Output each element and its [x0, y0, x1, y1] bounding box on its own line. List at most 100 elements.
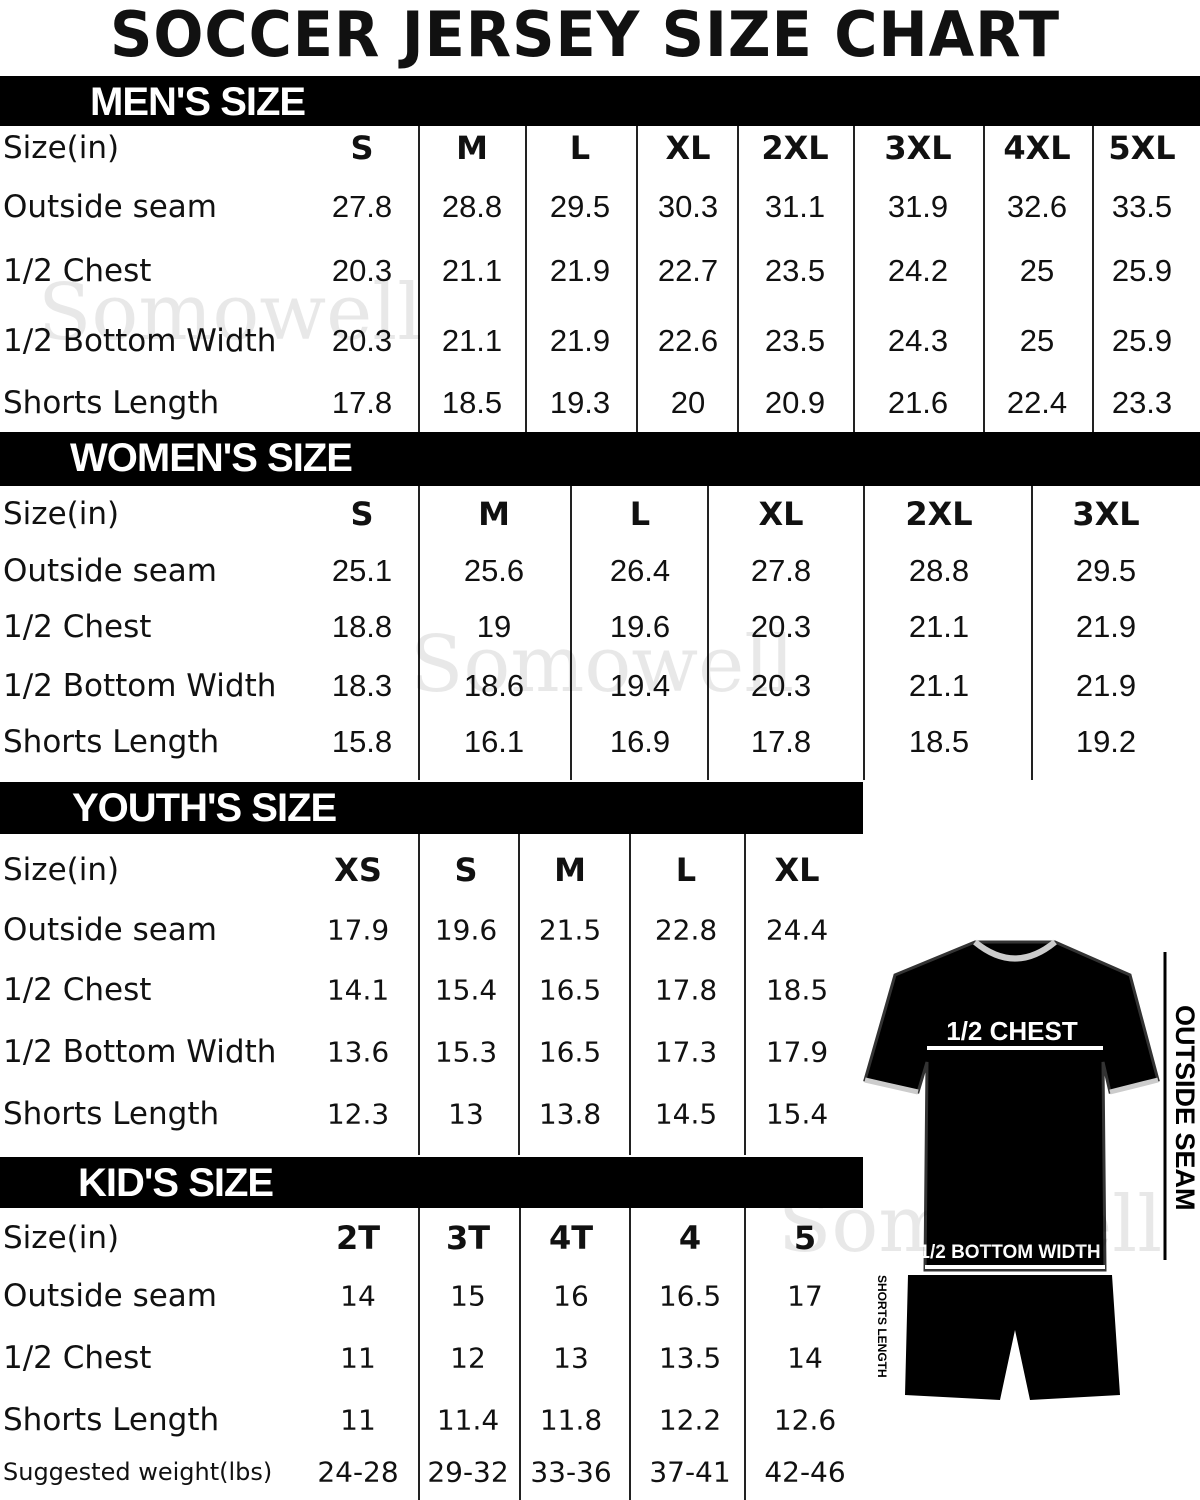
size-header-cell: M	[456, 129, 488, 167]
size-header-cell: 5XL	[1108, 129, 1176, 167]
table-cell: 29-32	[427, 1455, 509, 1489]
table-cell: 19.6	[434, 913, 498, 947]
table-cell: 13.5	[658, 1341, 722, 1375]
row-label: Suggested weight(lbs)	[3, 1458, 273, 1486]
size-header-cell: 3XL	[884, 129, 952, 167]
shorts-length-label: SHORTS LENGTH	[875, 1275, 889, 1378]
row-label: Shorts Length	[3, 385, 220, 421]
table-cell: 18.5	[765, 973, 829, 1007]
table-cell: 32.6	[1006, 189, 1068, 224]
outside-seam-label: OUTSIDE SEAM	[1170, 1005, 1200, 1211]
table-cell: 31.1	[764, 189, 826, 224]
table-cell: 12.3	[326, 1097, 390, 1131]
column-divider	[1092, 126, 1094, 432]
table-cell: 14	[787, 1341, 823, 1375]
table-cell: 19.2	[1075, 724, 1137, 759]
table-cell: 19.4	[609, 668, 671, 703]
row-label: Outside seam	[3, 553, 217, 589]
table-cell: 12	[450, 1341, 486, 1375]
size-header-cell: L	[629, 495, 651, 533]
table-cell: 30.3	[657, 189, 719, 224]
table-cell: 17.9	[765, 1035, 829, 1069]
table-cell: 22.7	[657, 253, 719, 288]
table-cell: 11	[340, 1341, 376, 1375]
row-label: Shorts Length	[3, 1096, 220, 1132]
table-cell: 19.6	[609, 609, 671, 644]
column-divider	[737, 126, 739, 432]
table-cell: 25.9	[1111, 323, 1173, 358]
table-cell: 28.8	[908, 553, 970, 588]
column-divider	[525, 126, 527, 432]
row-label: 1/2 Chest	[3, 253, 152, 289]
row-label: 1/2 Bottom Width	[3, 1034, 277, 1070]
table-cell: 15.4	[434, 973, 498, 1007]
table-cell: 19	[476, 609, 512, 644]
table-cell: 15.4	[765, 1097, 829, 1131]
table-cell: 25	[1019, 323, 1055, 358]
table-cell: 14	[340, 1279, 376, 1313]
column-divider	[570, 486, 572, 780]
table-cell: 27.8	[750, 553, 812, 588]
size-header-cell: M	[554, 851, 586, 889]
column-divider	[418, 126, 420, 432]
size-header-cell: S	[350, 495, 374, 533]
table-cell: 12.2	[658, 1403, 722, 1437]
table-cell: 20	[670, 385, 706, 420]
table-cell: 21.1	[441, 323, 503, 358]
row-label: Shorts Length	[3, 724, 220, 760]
column-divider	[853, 126, 855, 432]
size-header-cell: 3T	[445, 1219, 491, 1257]
table-cell: 21.5	[538, 913, 602, 947]
table-cell: 20.3	[331, 323, 393, 358]
table-cell: 16.9	[609, 724, 671, 759]
section-header-bar: WOMEN'S SIZE	[0, 432, 1200, 486]
table-cell: 24.4	[765, 913, 829, 947]
size-header-cell: 2XL	[761, 129, 829, 167]
size-header-cell: 2T	[335, 1219, 381, 1257]
row-label: Size(in)	[3, 852, 120, 888]
table-cell: 22.6	[657, 323, 719, 358]
table-cell: 18.3	[331, 668, 393, 703]
table-cell: 11	[340, 1403, 376, 1437]
row-label: Size(in)	[3, 130, 120, 166]
row-label: 1/2 Bottom Width	[3, 668, 277, 704]
size-header-cell: 4	[678, 1219, 702, 1257]
table-cell: 13.6	[326, 1035, 390, 1069]
size-header-cell: 2XL	[905, 495, 973, 533]
table-cell: 20.3	[750, 668, 812, 703]
table-cell: 17	[787, 1279, 823, 1313]
column-divider	[863, 486, 865, 780]
table-cell: 15	[450, 1279, 486, 1313]
table-cell: 29.5	[549, 189, 611, 224]
row-label: Outside seam	[3, 912, 217, 948]
section-heading: WOMEN'S SIZE	[70, 436, 353, 480]
table-cell: 21.9	[549, 253, 611, 288]
table-cell: 19.3	[549, 385, 611, 420]
table-cell: 11.8	[539, 1403, 603, 1437]
table-cell: 16	[553, 1279, 589, 1313]
size-header-cell: XL	[774, 851, 820, 889]
column-divider	[418, 834, 420, 1155]
table-cell: 18.8	[331, 609, 393, 644]
table-cell: 23.5	[764, 253, 826, 288]
column-divider	[744, 834, 746, 1155]
table-cell: 13	[553, 1341, 589, 1375]
table-cell: 13	[448, 1097, 484, 1131]
chest-label: 1/2 CHEST	[946, 1016, 1078, 1046]
table-cell: 22.8	[654, 913, 718, 947]
table-cell: 42-46	[764, 1455, 846, 1489]
section-header-bar: KID'S SIZE	[0, 1157, 863, 1208]
size-header-cell: 4T	[548, 1219, 594, 1257]
table-cell: 21.9	[549, 323, 611, 358]
column-divider	[707, 486, 709, 780]
size-header-cell: L	[569, 129, 591, 167]
size-header-cell: 4XL	[1003, 129, 1071, 167]
table-cell: 18.5	[908, 724, 970, 759]
table-cell: 23.5	[764, 323, 826, 358]
jersey-diagram: 1/2 CHEST 1/2 BOTTOM WIDTH OUTSIDE SEAM …	[863, 939, 1200, 1400]
table-cell: 21.9	[1075, 668, 1137, 703]
table-cell: 20.3	[331, 253, 393, 288]
row-label: Size(in)	[3, 496, 120, 532]
row-label: 1/2 Chest	[3, 972, 152, 1008]
column-divider	[636, 126, 638, 432]
